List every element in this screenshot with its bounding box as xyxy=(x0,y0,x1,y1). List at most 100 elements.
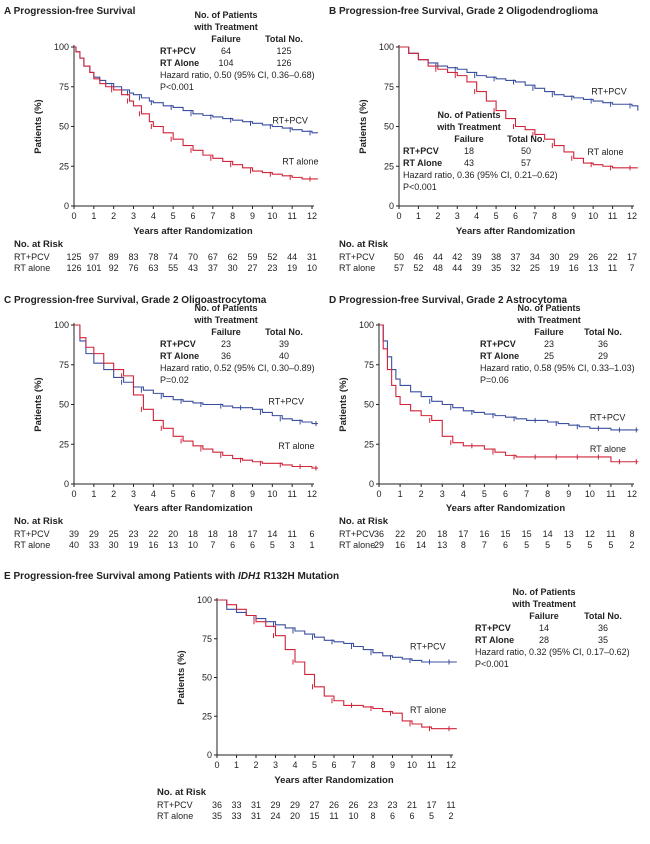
y-tick-label: 75 xyxy=(202,634,212,644)
legend-failure: 25 xyxy=(544,351,554,361)
risk-value: 29 xyxy=(374,540,384,550)
legend-header-2: with Treatment xyxy=(511,599,576,609)
title-text: Progression-free Survival, Grade 2 Astro… xyxy=(339,295,567,306)
legend-header-4: Total No. xyxy=(265,34,303,44)
legend-failure: 18 xyxy=(464,146,474,156)
x-tick-label: 7 xyxy=(210,489,215,499)
x-tick-label: 2 xyxy=(111,211,116,221)
risk-value: 5 xyxy=(566,540,571,550)
risk-value: 125 xyxy=(66,252,81,262)
risk-value: 19 xyxy=(549,263,559,273)
risk-value: 78 xyxy=(148,252,158,262)
risk-value: 7 xyxy=(210,540,215,550)
y-axis-label: Patients (%) xyxy=(358,99,369,153)
risk-value: 83 xyxy=(128,252,138,262)
risk-value: 25 xyxy=(109,529,119,539)
y-tick-label: 0 xyxy=(369,479,374,489)
x-tick-label: 2 xyxy=(435,211,440,221)
title-part: Progression-free Survival among Patients… xyxy=(13,571,238,582)
legend-group: RT Alone xyxy=(403,158,442,168)
legend-failure: 36 xyxy=(221,351,231,361)
risk-row-label: RT+PCV xyxy=(14,529,50,539)
risk-value: 23 xyxy=(368,800,378,810)
risk-value: 5 xyxy=(270,540,275,550)
legend-header-4: Total No. xyxy=(507,134,545,144)
legend-total: 39 xyxy=(279,339,289,349)
x-tick-label: 11 xyxy=(287,489,296,499)
risk-value: 39 xyxy=(472,263,482,273)
risk-row-label: RT alone xyxy=(14,263,50,273)
risk-value: 39 xyxy=(69,529,79,539)
x-tick-label: 7 xyxy=(351,760,356,770)
curve-label: RT alone xyxy=(282,157,318,167)
chart-svg-c: C Progression-free Survival, Grade 2 Oli… xyxy=(4,295,318,550)
x-tick-label: 3 xyxy=(273,760,278,770)
legend-total: 125 xyxy=(276,46,291,56)
y-tick-label: 25 xyxy=(384,161,394,171)
x-tick-label: 10 xyxy=(585,489,595,499)
x-axis-label: Years after Randomization xyxy=(133,503,253,514)
risk-value: 36 xyxy=(374,529,384,539)
risk-value: 27 xyxy=(247,263,257,273)
x-tick-label: 9 xyxy=(390,760,395,770)
x-tick-label: 0 xyxy=(71,211,76,221)
risk-value: 33 xyxy=(89,540,99,550)
risk-value: 67 xyxy=(208,252,218,262)
y-tick-label: 75 xyxy=(364,360,374,370)
chart-svg-b: B Progression-free Survival, Grade 2 Oli… xyxy=(329,6,639,273)
risk-value: 8 xyxy=(629,529,634,539)
risk-value: 6 xyxy=(250,540,255,550)
risk-row-label: RT+PCV xyxy=(14,252,50,262)
risk-value: 26 xyxy=(588,252,598,262)
x-tick-label: 10 xyxy=(407,760,417,770)
x-tick-label: 5 xyxy=(312,760,317,770)
risk-value: 19 xyxy=(287,263,297,273)
y-tick-label: 50 xyxy=(384,122,394,132)
risk-value: 26 xyxy=(329,800,339,810)
risk-value: 52 xyxy=(413,263,423,273)
y-tick-label: 100 xyxy=(359,320,374,330)
curve-label: RT alone xyxy=(590,444,626,454)
y-axis-label: Patients (%) xyxy=(33,99,44,153)
y-tick-label: 50 xyxy=(59,400,69,410)
risk-value: 50 xyxy=(394,252,404,262)
y-tick-label: 25 xyxy=(59,439,69,449)
risk-value: 24 xyxy=(270,811,280,821)
legend-failure: 43 xyxy=(464,158,474,168)
x-tick-label: 3 xyxy=(131,211,136,221)
x-axis-label: Years after Randomization xyxy=(274,775,394,786)
x-tick-label: 10 xyxy=(588,211,598,221)
risk-value: 62 xyxy=(228,252,238,262)
risk-value: 32 xyxy=(510,263,520,273)
risk-header: No. at Risk xyxy=(339,516,389,527)
legend-total: 40 xyxy=(279,351,289,361)
risk-value: 10 xyxy=(348,811,358,821)
x-tick-label: 6 xyxy=(513,211,518,221)
x-tick-label: 2 xyxy=(111,489,116,499)
risk-value: 20 xyxy=(416,529,426,539)
series-line-rt-alone xyxy=(74,46,318,180)
risk-value: 29 xyxy=(270,800,280,810)
y-tick-label: 25 xyxy=(364,439,374,449)
x-tick-label: 1 xyxy=(398,489,403,499)
p-value: P<0.001 xyxy=(475,659,509,669)
panel-title: D Progression-free Survival, Grade 2 Ast… xyxy=(329,295,567,306)
legend-header-2: with Treatment xyxy=(193,22,258,32)
legend-group: RT Alone xyxy=(480,351,519,361)
risk-value: 26 xyxy=(348,800,358,810)
x-tick-label: 6 xyxy=(503,489,508,499)
risk-value: 23 xyxy=(267,263,277,273)
legend-header-1: No. of Patients xyxy=(437,110,500,120)
risk-value: 20 xyxy=(168,529,178,539)
y-axis-label: Patients (%) xyxy=(33,377,44,431)
x-tick-label: 4 xyxy=(151,211,156,221)
y-tick-label: 25 xyxy=(202,711,212,721)
risk-value: 55 xyxy=(168,263,178,273)
risk-value: 6 xyxy=(503,540,508,550)
y-axis-label: Patients (%) xyxy=(176,650,187,704)
risk-row-label: RT alone xyxy=(157,811,193,821)
legend-group: RT Alone xyxy=(160,351,199,361)
x-axis-label: Years after Randomization xyxy=(456,226,576,237)
risk-value: 20 xyxy=(290,811,300,821)
p-value: P<0.001 xyxy=(403,182,437,192)
